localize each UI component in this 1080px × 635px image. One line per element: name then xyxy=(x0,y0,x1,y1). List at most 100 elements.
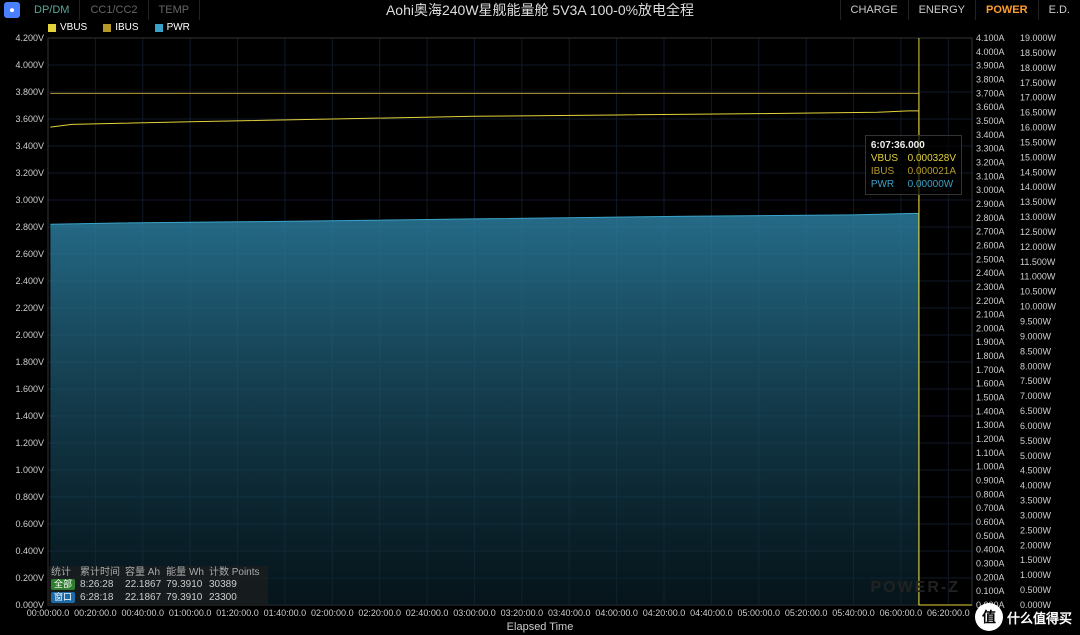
svg-text:13.000W: 13.000W xyxy=(1020,212,1057,222)
stats-tag-window: 窗口 xyxy=(51,592,75,603)
svg-text:3.300A: 3.300A xyxy=(976,144,1005,154)
top-bar: DP/DM CC1/CC2 TEMP Aohi奥海240W星舰能量舱 5V3A … xyxy=(0,0,1080,20)
cursor-pwr-label: PWR xyxy=(871,178,905,191)
svg-text:1.800A: 1.800A xyxy=(976,351,1005,361)
svg-text:5.000W: 5.000W xyxy=(1020,451,1052,461)
svg-text:1.600A: 1.600A xyxy=(976,379,1005,389)
svg-text:3.200A: 3.200A xyxy=(976,157,1005,167)
cursor-time: 6:07:36.000 xyxy=(871,139,956,152)
svg-text:0.600A: 0.600A xyxy=(976,517,1005,527)
svg-text:2.700A: 2.700A xyxy=(976,227,1005,237)
svg-text:03:20:00.0: 03:20:00.0 xyxy=(501,608,544,618)
svg-text:10.500W: 10.500W xyxy=(1020,287,1057,297)
svg-text:1.600V: 1.600V xyxy=(15,384,44,394)
svg-text:2.100A: 2.100A xyxy=(976,310,1005,320)
svg-text:3.800A: 3.800A xyxy=(976,74,1005,84)
svg-text:0.900A: 0.900A xyxy=(976,476,1005,486)
svg-text:15.500W: 15.500W xyxy=(1020,137,1057,147)
svg-text:2.200V: 2.200V xyxy=(15,303,44,313)
svg-text:5.500W: 5.500W xyxy=(1020,436,1052,446)
svg-text:6.500W: 6.500W xyxy=(1020,406,1052,416)
svg-text:0.800V: 0.800V xyxy=(15,492,44,502)
svg-text:14.500W: 14.500W xyxy=(1020,167,1057,177)
svg-text:2.000A: 2.000A xyxy=(976,323,1005,333)
watermark-tagline: 什么值得买 xyxy=(1007,608,1072,627)
svg-text:0.100A: 0.100A xyxy=(976,586,1005,596)
svg-text:17.000W: 17.000W xyxy=(1020,93,1057,103)
svg-text:1.500A: 1.500A xyxy=(976,393,1005,403)
stats-tag-all: 全部 xyxy=(51,579,75,590)
svg-text:3.600V: 3.600V xyxy=(15,114,44,124)
svg-text:00:40:00.0: 00:40:00.0 xyxy=(121,608,164,618)
tab-ed[interactable]: E.D. xyxy=(1038,0,1080,20)
svg-text:1.400V: 1.400V xyxy=(15,411,44,421)
svg-text:0.800A: 0.800A xyxy=(976,489,1005,499)
stats-all-time: 8:26:28 xyxy=(80,579,125,592)
legend-swatch-pwr xyxy=(155,24,163,32)
cursor-vbus-label: VBUS xyxy=(871,152,905,165)
svg-text:0.500W: 0.500W xyxy=(1020,585,1052,595)
svg-text:2.800A: 2.800A xyxy=(976,213,1005,223)
svg-text:1.100A: 1.100A xyxy=(976,448,1005,458)
tab-power[interactable]: POWER xyxy=(975,0,1038,20)
svg-text:2.400A: 2.400A xyxy=(976,268,1005,278)
svg-text:02:40:00.0: 02:40:00.0 xyxy=(406,608,449,618)
svg-text:1.000A: 1.000A xyxy=(976,462,1005,472)
chart-title: Aohi奥海240W星舰能量舱 5V3A 100-0%放电全程 xyxy=(386,0,694,20)
svg-text:7.500W: 7.500W xyxy=(1020,376,1052,386)
svg-text:1.000V: 1.000V xyxy=(15,465,44,475)
svg-text:1.400A: 1.400A xyxy=(976,406,1005,416)
tab-charge[interactable]: CHARGE xyxy=(840,0,908,20)
svg-text:1.500W: 1.500W xyxy=(1020,555,1052,565)
svg-text:4.000V: 4.000V xyxy=(15,60,44,70)
svg-text:1.000W: 1.000W xyxy=(1020,570,1052,580)
svg-text:0.400A: 0.400A xyxy=(976,545,1005,555)
stats-hdr-3: 能量 Wh xyxy=(166,567,209,580)
svg-text:0.600V: 0.600V xyxy=(15,519,44,529)
svg-text:05:40:00.0: 05:40:00.0 xyxy=(832,608,875,618)
svg-text:8.500W: 8.500W xyxy=(1020,346,1052,356)
svg-text:06:20:00.0: 06:20:00.0 xyxy=(927,608,970,618)
app-icon xyxy=(4,2,20,18)
svg-text:4.000W: 4.000W xyxy=(1020,481,1052,491)
x-axis-label: Elapsed Time xyxy=(507,621,574,633)
stats-win-wh: 79.3910 xyxy=(166,592,209,605)
svg-text:3.500W: 3.500W xyxy=(1020,496,1052,506)
svg-text:2.600A: 2.600A xyxy=(976,240,1005,250)
chart-plot[interactable]: 0.000V0.200V0.400V0.600V0.800V1.000V1.20… xyxy=(0,20,1080,635)
svg-text:11.000W: 11.000W xyxy=(1020,272,1056,282)
svg-text:01:00:00.0: 01:00:00.0 xyxy=(169,608,212,618)
stats-all-pts: 30389 xyxy=(209,579,265,592)
tab-dpdm[interactable]: DP/DM xyxy=(24,0,80,20)
stats-all-ah: 22.1867 xyxy=(125,579,166,592)
svg-text:2.500W: 2.500W xyxy=(1020,525,1052,535)
svg-text:3.900A: 3.900A xyxy=(976,61,1005,71)
cursor-pwr-value: 0.00000W xyxy=(908,179,954,190)
svg-text:2.200A: 2.200A xyxy=(976,296,1005,306)
tab-cc[interactable]: CC1/CC2 xyxy=(80,0,148,20)
svg-text:00:00:00.0: 00:00:00.0 xyxy=(27,608,70,618)
svg-text:4.100A: 4.100A xyxy=(976,33,1005,43)
svg-text:2.300A: 2.300A xyxy=(976,282,1005,292)
svg-text:0.200A: 0.200A xyxy=(976,572,1005,582)
svg-text:9.500W: 9.500W xyxy=(1020,317,1052,327)
chart-area[interactable]: VBUS IBUS PWR 0.000V0.200V0.400V0.600V0.… xyxy=(0,20,1080,635)
svg-text:18.000W: 18.000W xyxy=(1020,63,1057,73)
svg-text:1.200A: 1.200A xyxy=(976,434,1005,444)
svg-text:01:20:00.0: 01:20:00.0 xyxy=(216,608,259,618)
watermark-text: POWER-Z xyxy=(870,579,960,597)
svg-text:2.000W: 2.000W xyxy=(1020,540,1052,550)
svg-text:3.400V: 3.400V xyxy=(15,141,44,151)
svg-text:2.400V: 2.400V xyxy=(15,276,44,286)
stats-win-pts: 23300 xyxy=(209,592,265,605)
svg-text:0.500A: 0.500A xyxy=(976,531,1005,541)
svg-text:2.600V: 2.600V xyxy=(15,249,44,259)
svg-text:00:20:00.0: 00:20:00.0 xyxy=(74,608,117,618)
svg-text:0.200V: 0.200V xyxy=(15,573,44,583)
tab-energy[interactable]: ENERGY xyxy=(908,0,975,20)
svg-text:14.000W: 14.000W xyxy=(1020,182,1057,192)
cursor-readout: 6:07:36.000 VBUS 0.000328V IBUS 0.000021… xyxy=(865,135,962,195)
stats-hdr-0: 统计 xyxy=(51,567,80,580)
tab-temp[interactable]: TEMP xyxy=(149,0,201,20)
svg-text:04:00:00.0: 04:00:00.0 xyxy=(595,608,638,618)
